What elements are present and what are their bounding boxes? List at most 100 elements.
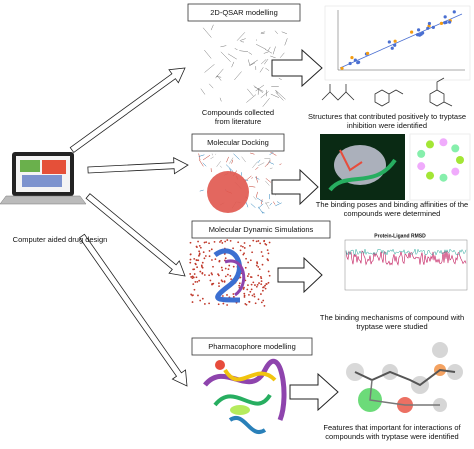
water <box>195 245 198 248</box>
docking-images <box>320 133 471 201</box>
qsar-scatter-image <box>324 5 471 81</box>
water <box>243 296 246 298</box>
water <box>196 266 199 269</box>
pharmacophore-image <box>346 342 463 413</box>
water <box>208 242 210 245</box>
bond <box>261 199 263 205</box>
water <box>250 283 253 286</box>
bond <box>272 46 276 55</box>
bond <box>250 203 256 208</box>
water <box>259 275 262 278</box>
bond <box>210 156 214 160</box>
water <box>249 290 252 293</box>
left-label: Computer aided drug design <box>13 235 108 244</box>
dot <box>416 28 421 32</box>
water <box>255 285 258 288</box>
water <box>209 279 212 282</box>
water <box>212 282 215 285</box>
water <box>203 257 206 260</box>
bond <box>216 75 222 81</box>
bond <box>267 159 271 166</box>
water <box>210 248 213 251</box>
water <box>193 258 196 260</box>
water <box>262 299 265 302</box>
water <box>247 284 249 286</box>
residue <box>456 156 464 164</box>
bond <box>258 162 265 167</box>
water <box>192 268 195 271</box>
water <box>195 276 198 279</box>
water <box>220 239 223 242</box>
water <box>227 268 230 271</box>
water <box>198 253 201 256</box>
dot <box>427 21 432 26</box>
water <box>268 241 271 244</box>
residue <box>439 173 448 182</box>
water <box>258 268 261 271</box>
water <box>239 276 242 279</box>
bond <box>239 38 246 41</box>
bond <box>255 167 259 170</box>
bond <box>231 61 235 68</box>
bond <box>229 157 234 164</box>
water <box>197 294 199 297</box>
title-box <box>187 3 301 22</box>
bond <box>200 88 206 95</box>
bond <box>275 90 279 94</box>
title-box <box>191 337 313 356</box>
bond <box>269 152 274 155</box>
water <box>247 261 250 264</box>
water <box>259 242 262 245</box>
water <box>264 242 267 245</box>
bond <box>248 59 251 66</box>
water <box>263 304 266 307</box>
dot <box>443 21 447 25</box>
water <box>261 255 264 258</box>
residue <box>425 140 434 149</box>
bond <box>261 211 265 214</box>
water <box>257 240 260 242</box>
dot <box>448 20 452 24</box>
water <box>242 253 245 256</box>
water <box>201 261 204 264</box>
bond <box>265 67 270 71</box>
bond <box>219 165 222 168</box>
bond <box>250 152 255 155</box>
result-caption: The binding poses and binding affinities… <box>316 200 468 209</box>
bond <box>233 153 240 160</box>
bond <box>260 59 267 65</box>
dot <box>390 46 394 50</box>
bond <box>273 201 276 205</box>
bond <box>276 201 280 203</box>
water <box>220 266 223 269</box>
water <box>198 250 201 253</box>
bond <box>245 202 249 208</box>
water <box>197 259 200 262</box>
water <box>232 247 235 250</box>
water <box>196 280 199 283</box>
water <box>195 259 198 261</box>
dot <box>419 32 423 36</box>
water <box>232 295 235 298</box>
water <box>194 262 197 265</box>
water <box>217 274 220 277</box>
bond <box>264 48 273 54</box>
bond <box>267 46 271 52</box>
bond <box>220 45 227 48</box>
bond <box>252 161 258 169</box>
water <box>203 274 206 276</box>
water <box>228 264 231 267</box>
water <box>238 282 241 285</box>
water <box>249 259 252 262</box>
water <box>250 288 253 291</box>
water <box>226 294 228 296</box>
water <box>203 303 206 305</box>
dot <box>357 60 361 64</box>
bond <box>278 77 282 80</box>
water <box>201 271 204 274</box>
water <box>244 266 247 269</box>
water <box>224 240 227 243</box>
water <box>243 247 246 249</box>
water <box>229 274 232 277</box>
water <box>267 270 270 273</box>
